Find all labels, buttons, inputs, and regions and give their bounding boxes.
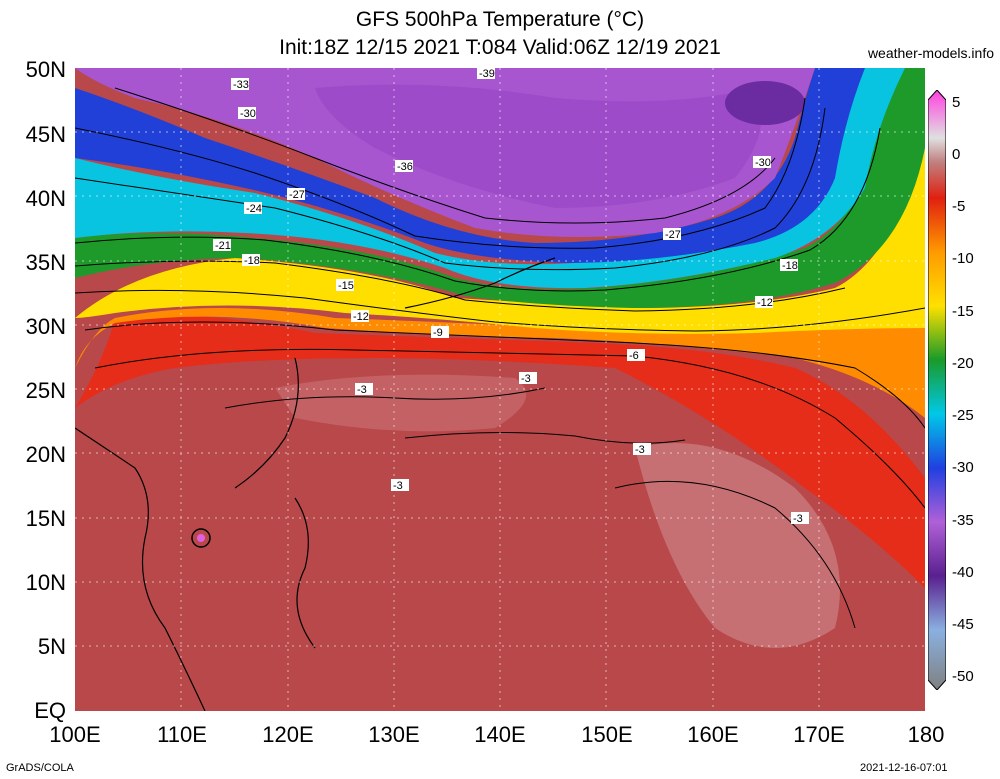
contour-label: -24 xyxy=(246,203,262,215)
contour-label: -3 xyxy=(635,444,645,456)
contour-label: -3 xyxy=(793,513,803,525)
footer-credit: GrADS/COLA xyxy=(6,762,74,774)
lat-label: 15N xyxy=(25,506,66,531)
cold-core-inner xyxy=(315,84,762,208)
lat-label: 20N xyxy=(25,442,66,467)
colorbar-label: -45 xyxy=(952,616,974,633)
contour-label-group: -39 -33 -30 -36 -27 -24 -21 -18 -15 -12 … xyxy=(213,68,809,525)
cyan-band xyxy=(75,68,905,289)
blue-band xyxy=(75,68,865,263)
contour-label: -12 xyxy=(353,311,369,323)
lon-label: 150E xyxy=(581,722,633,747)
lat-label: 40N xyxy=(25,186,66,211)
green-band xyxy=(75,68,925,308)
map-subtitle: Init:18Z 12/15 2021 T:084 Valid:06Z 12/1… xyxy=(279,36,721,59)
lon-label: 170E xyxy=(793,722,845,747)
contour-label: -18 xyxy=(244,255,260,267)
colorbar-label: 0 xyxy=(952,146,961,163)
map-title: GFS 500hPa Temperature (°C) xyxy=(355,8,645,31)
colorbar-label: -5 xyxy=(952,198,966,215)
colorbar-label: -10 xyxy=(952,250,974,267)
colorbar xyxy=(928,90,946,690)
lon-label: 130E xyxy=(368,722,420,747)
contour-label: -33 xyxy=(233,79,249,91)
contour-label: -39 xyxy=(479,68,495,80)
contour-label: -27 xyxy=(665,229,681,241)
warm-patch xyxy=(635,443,840,648)
contour-label: -18 xyxy=(782,260,798,272)
warm-patch xyxy=(275,374,527,432)
contour-label: -3 xyxy=(357,384,367,396)
contour-lines xyxy=(75,87,925,629)
lat-label: 10N xyxy=(25,570,66,595)
colorbar-label: 5 xyxy=(952,94,961,111)
contour-label: -21 xyxy=(215,240,231,252)
coastlines xyxy=(75,257,556,711)
lon-label: 100E xyxy=(49,722,101,747)
contour-label: -36 xyxy=(397,161,413,173)
lat-label: 5N xyxy=(37,634,66,659)
colorbar-label: -50 xyxy=(952,668,974,685)
contour-label: -30 xyxy=(240,108,256,120)
colorbar-label: -35 xyxy=(952,512,974,529)
lon-label: 180 xyxy=(907,722,945,747)
lat-label: EQ xyxy=(34,698,66,723)
lat-label: 35N xyxy=(25,250,66,275)
contour-label: -3 xyxy=(521,373,531,385)
contour-label: -30 xyxy=(755,157,771,169)
lon-label: 120E xyxy=(262,722,314,747)
lat-label: 45N xyxy=(25,122,66,147)
lon-label: 160E xyxy=(687,722,739,747)
contour-label: -3 xyxy=(393,480,403,492)
contour-label: -9 xyxy=(433,327,443,339)
colorbar-label: -15 xyxy=(952,303,974,320)
colorbar-label: -25 xyxy=(952,407,974,424)
footer-timestamp: 2021-12-16-07:01 xyxy=(860,762,948,774)
contour-label: -27 xyxy=(289,189,305,201)
colorbar-label: -40 xyxy=(952,564,974,581)
contour-label: -12 xyxy=(757,297,773,309)
coldest-spot xyxy=(725,81,805,125)
typhoon-eye[interactable] xyxy=(191,528,211,548)
typhoon-core xyxy=(197,534,205,542)
colorbar-label: -30 xyxy=(952,459,974,476)
colorbar-label: -20 xyxy=(952,355,974,372)
contour-label: -6 xyxy=(629,350,639,362)
lon-label: 140E xyxy=(474,722,526,747)
lon-label: 110E xyxy=(157,722,207,747)
site-credit[interactable]: weather-models.info xyxy=(867,45,994,61)
temperature-map[interactable]: -39 -33 -30 -36 -27 -24 -21 -18 -15 -12 … xyxy=(75,68,925,711)
contour-label: -15 xyxy=(338,280,354,292)
lat-label: 30N xyxy=(25,314,66,339)
lat-label: 50N xyxy=(25,57,66,82)
lat-label: 25N xyxy=(25,378,66,403)
yellow-band xyxy=(75,138,925,334)
